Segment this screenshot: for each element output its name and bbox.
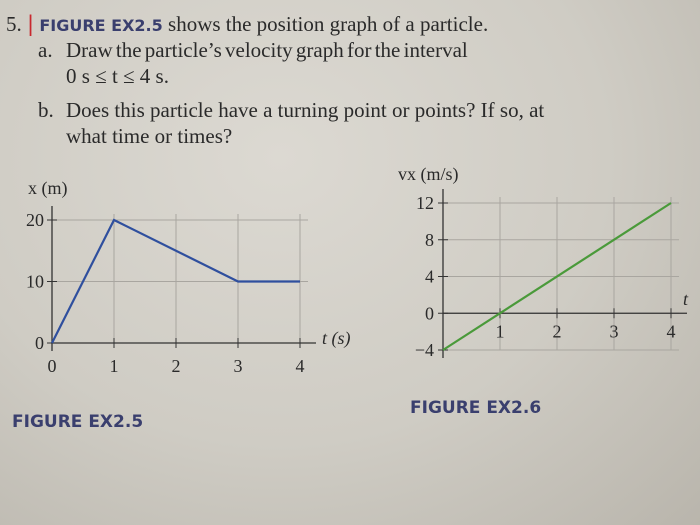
position-line — [51, 218, 300, 344]
x-tick-label: 4 — [667, 321, 676, 341]
y-tick-label: 0 — [35, 333, 44, 353]
x-tick-label: 1 — [110, 356, 119, 376]
velocity-line — [442, 202, 672, 351]
y-tick-label: 12 — [416, 193, 434, 213]
figure-reference: FIGURE EX2.5 — [39, 16, 163, 35]
part-a-label: a. — [38, 38, 53, 62]
y-tick-label: 4 — [425, 267, 434, 287]
x-tick-label: 1 — [496, 321, 505, 341]
part-b-text: Does this particle have a turning point … — [66, 98, 545, 122]
x-tick-label: 3 — [234, 356, 243, 376]
x-axis-label: t (s) — [322, 328, 351, 349]
x-axis-label: t — [683, 289, 689, 309]
y-axis-label: vx (m/s) — [398, 164, 459, 185]
difficulty-mark: | — [27, 12, 35, 36]
x-tick-label: 0 — [48, 356, 57, 376]
x-tick-label: 2 — [553, 321, 562, 341]
y-tick-label: 10 — [26, 272, 44, 292]
y-tick-label: 8 — [425, 230, 434, 250]
y-tick-label: 0 — [425, 303, 434, 323]
y-axis-label: x (m) — [28, 178, 68, 199]
problem-intro: shows the position graph of a particle. — [168, 12, 489, 36]
problem-number-text: 5. — [6, 12, 22, 36]
x-tick-label: 4 — [296, 356, 305, 376]
x-tick-label: 3 — [610, 321, 619, 341]
figure-ex2-5-caption: FIGURE EX2.5 — [12, 412, 144, 432]
part-a-interval: 0 s ≤ t ≤ 4 s. — [66, 64, 169, 88]
y-tick-label: −4 — [415, 340, 434, 360]
part-b-label: b. — [38, 98, 54, 122]
problem-number: 5. | FIGURE EX2.5 shows the position gra… — [6, 12, 488, 37]
figure-ex2-6-caption: FIGURE EX2.6 — [410, 398, 542, 418]
x-tick-label: 2 — [172, 356, 181, 376]
y-tick-label: 20 — [26, 210, 44, 230]
part-a-text: Draw the particle’s velocity graph for t… — [66, 38, 468, 62]
part-b-text-2: what time or times? — [66, 124, 233, 148]
